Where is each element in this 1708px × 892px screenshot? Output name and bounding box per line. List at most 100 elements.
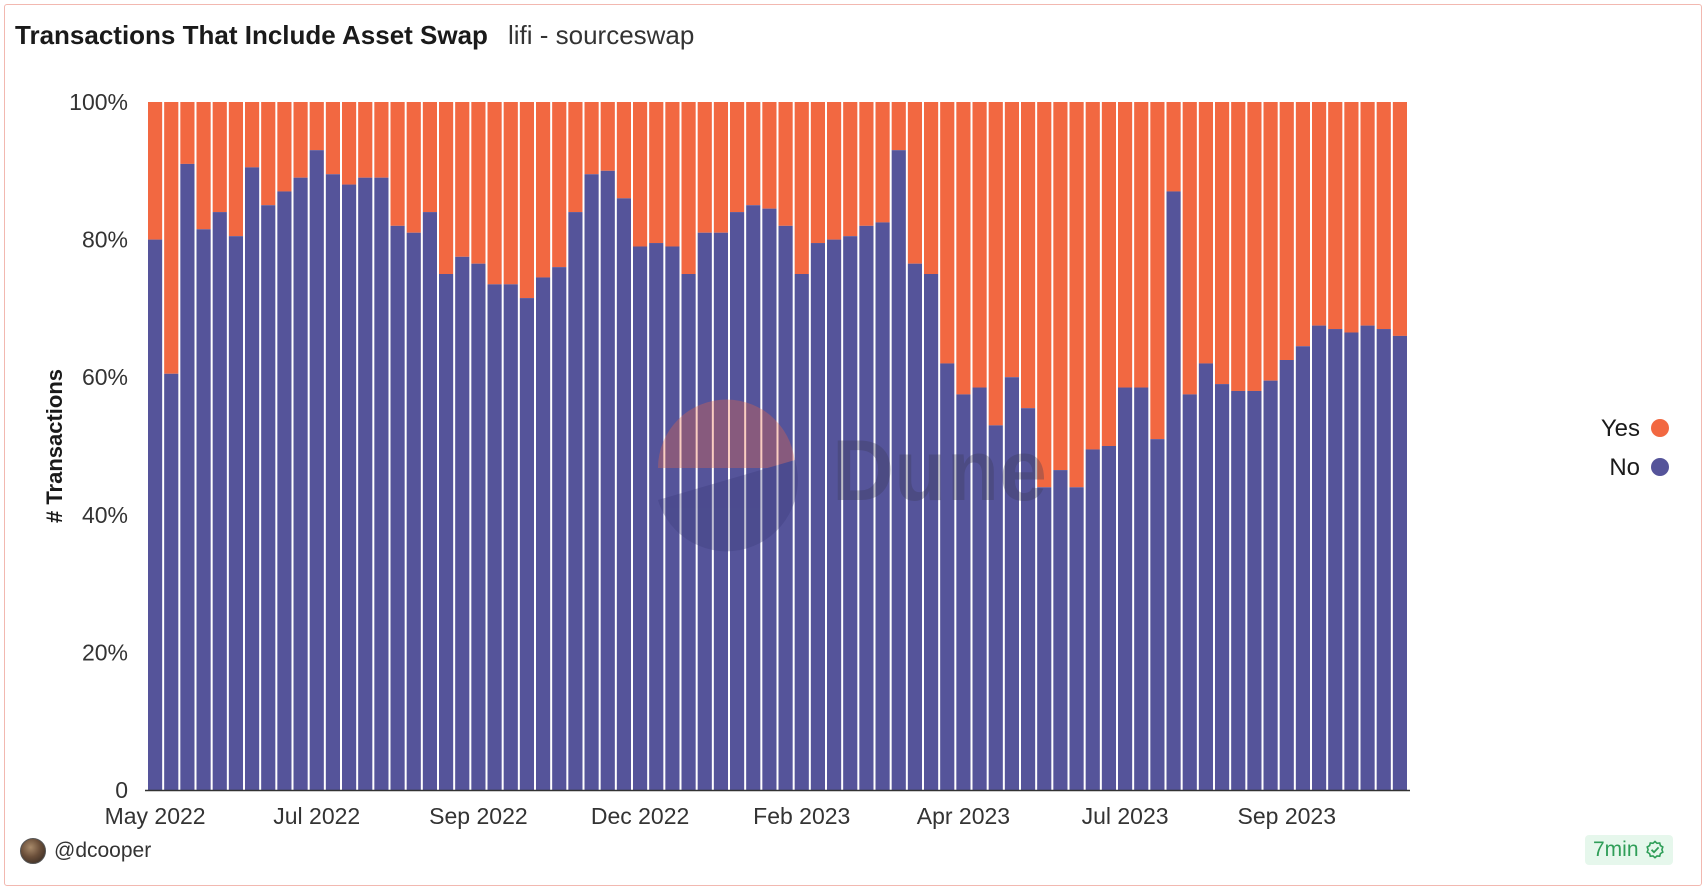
bar-no[interactable] [568, 212, 583, 790]
legend-swatch[interactable] [1651, 458, 1669, 476]
bar-no[interactable] [746, 205, 761, 790]
bar-yes[interactable] [713, 102, 728, 233]
bar-no[interactable] [358, 177, 373, 790]
legend-label[interactable]: No [1609, 454, 1640, 481]
bar-no[interactable] [1101, 446, 1116, 790]
bar-no[interactable] [1312, 325, 1327, 790]
bar-yes[interactable] [1069, 102, 1084, 488]
bar-no[interactable] [697, 232, 712, 791]
bar-no[interactable] [325, 174, 340, 791]
bar-no[interactable] [455, 256, 470, 790]
bar-yes[interactable] [148, 102, 163, 240]
bar-no[interactable] [794, 274, 809, 790]
bar-yes[interactable] [1021, 102, 1036, 409]
bar-no[interactable] [972, 387, 987, 790]
bar-no[interactable] [584, 174, 599, 791]
bar-no[interactable] [1150, 439, 1165, 790]
bar-no[interactable] [1344, 332, 1359, 790]
bar-yes[interactable] [439, 102, 454, 274]
bar-no[interactable] [180, 163, 195, 791]
bar-no[interactable] [1328, 329, 1343, 790]
bar-no[interactable] [277, 191, 292, 790]
bar-no[interactable] [196, 229, 211, 790]
bar-yes[interactable] [907, 102, 922, 264]
bar-no[interactable] [665, 246, 680, 791]
bar-yes[interactable] [956, 102, 971, 395]
bar-yes[interactable] [1215, 102, 1230, 385]
bar-no[interactable] [164, 373, 179, 790]
bar-no[interactable] [1134, 387, 1149, 790]
bar-yes[interactable] [1392, 102, 1407, 336]
bar-no[interactable] [422, 212, 437, 790]
bar-yes[interactable] [422, 102, 437, 213]
bar-yes[interactable] [1295, 102, 1310, 347]
bar-no[interactable] [924, 274, 939, 790]
bar-yes[interactable] [1118, 102, 1133, 388]
bar-yes[interactable] [633, 102, 648, 247]
bar-yes[interactable] [988, 102, 1003, 426]
bar-yes[interactable] [891, 102, 906, 151]
bar-yes[interactable] [390, 102, 405, 226]
bar-no[interactable] [309, 150, 324, 790]
bar-yes[interactable] [487, 102, 502, 285]
bar-no[interactable] [293, 177, 308, 790]
bar-no[interactable] [778, 225, 793, 791]
bar-no[interactable] [342, 184, 357, 790]
bar-no[interactable] [907, 263, 922, 790]
bar-yes[interactable] [196, 102, 211, 230]
bar-no[interactable] [713, 232, 728, 791]
bar-yes[interactable] [810, 102, 825, 244]
bar-no[interactable] [1182, 394, 1197, 790]
bar-no[interactable] [1231, 390, 1246, 790]
bar-no[interactable] [439, 274, 454, 790]
bar-no[interactable] [1166, 191, 1181, 790]
bar-no[interactable] [891, 150, 906, 790]
bar-yes[interactable] [827, 102, 842, 240]
bar-no[interactable] [406, 232, 421, 791]
bar-no[interactable] [1295, 346, 1310, 790]
bar-no[interactable] [1279, 360, 1294, 790]
bar-yes[interactable] [778, 102, 793, 226]
bar-yes[interactable] [342, 102, 357, 185]
bar-yes[interactable] [212, 102, 227, 213]
bar-yes[interactable] [325, 102, 340, 175]
bar-yes[interactable] [1328, 102, 1343, 330]
bar-yes[interactable] [1166, 102, 1181, 192]
bar-no[interactable] [843, 236, 858, 790]
bar-no[interactable] [261, 205, 276, 790]
bar-yes[interactable] [584, 102, 599, 175]
bar-yes[interactable] [1053, 102, 1068, 471]
bar-no[interactable] [1021, 408, 1036, 790]
bar-yes[interactable] [261, 102, 276, 206]
bar-no[interactable] [827, 239, 842, 791]
bar-yes[interactable] [309, 102, 324, 151]
bar-yes[interactable] [762, 102, 777, 209]
bar-no[interactable] [810, 243, 825, 791]
bar-yes[interactable] [1360, 102, 1375, 326]
bar-no[interactable] [956, 394, 971, 790]
bar-no[interactable] [1247, 390, 1262, 790]
bar-no[interactable] [1360, 325, 1375, 790]
bar-no[interactable] [1118, 387, 1133, 790]
bar-no[interactable] [1215, 384, 1230, 790]
bar-yes[interactable] [519, 102, 534, 299]
bar-no[interactable] [1376, 329, 1391, 790]
bar-no[interactable] [390, 225, 405, 791]
bar-no[interactable] [762, 208, 777, 790]
bar-yes[interactable] [1101, 102, 1116, 446]
bar-no[interactable] [228, 236, 243, 790]
bar-no[interactable] [649, 243, 664, 791]
bar-no[interactable] [875, 222, 890, 790]
bar-yes[interactable] [1376, 102, 1391, 330]
bar-yes[interactable] [552, 102, 567, 268]
chart-title[interactable]: Transactions That Include Asset Swap [15, 20, 488, 50]
bar-no[interactable] [940, 363, 955, 790]
bar-yes[interactable] [1004, 102, 1019, 378]
bar-no[interactable] [148, 239, 163, 791]
bar-yes[interactable] [1182, 102, 1197, 395]
bar-no[interactable] [1004, 377, 1019, 790]
bar-yes[interactable] [649, 102, 664, 244]
refresh-badge[interactable]: 7min [1585, 835, 1673, 865]
author-link[interactable]: @dcooper [20, 838, 151, 864]
bar-no[interactable] [616, 198, 631, 790]
